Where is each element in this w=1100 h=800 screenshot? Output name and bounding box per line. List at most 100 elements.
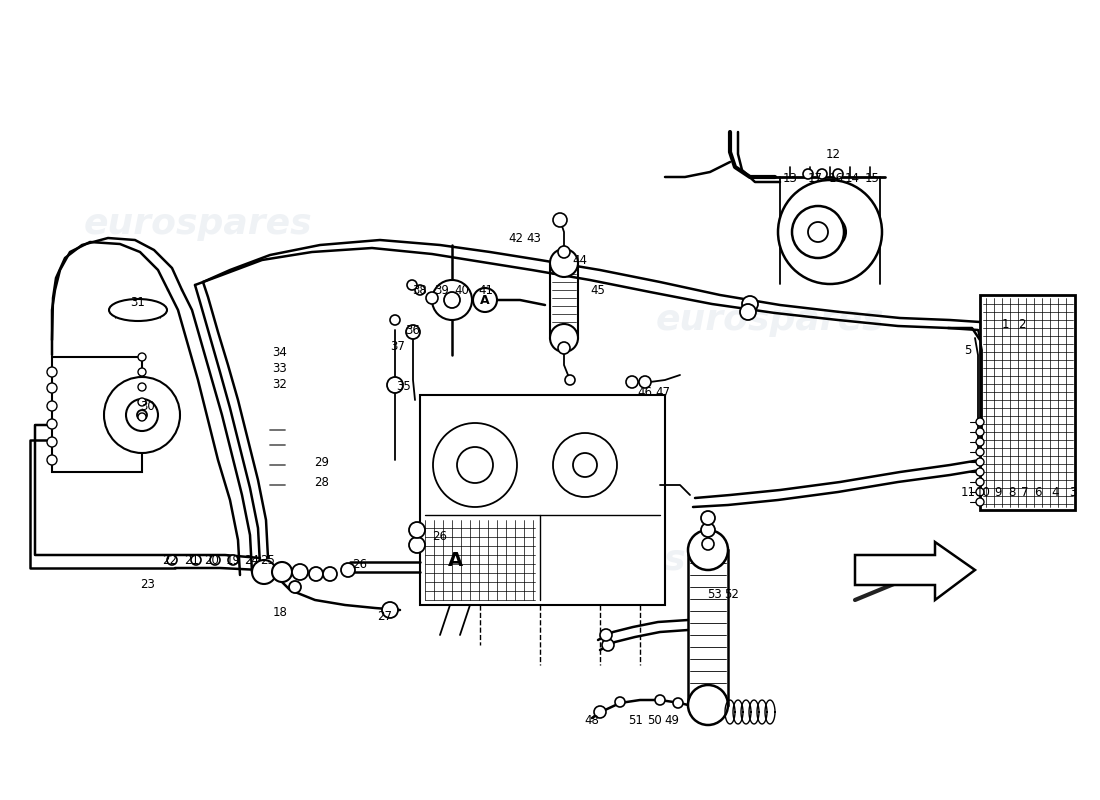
Circle shape (808, 222, 828, 242)
Circle shape (976, 428, 984, 436)
Bar (980, 295, 1075, 510)
Circle shape (594, 706, 606, 718)
Text: 21: 21 (185, 554, 199, 566)
Circle shape (473, 288, 497, 312)
Text: eurospares: eurospares (458, 543, 686, 577)
Bar (420, 395, 666, 605)
Circle shape (167, 555, 177, 565)
Circle shape (976, 488, 984, 496)
Text: 11: 11 (960, 486, 976, 499)
Text: 28: 28 (315, 475, 329, 489)
Circle shape (47, 437, 57, 447)
Text: 35: 35 (397, 381, 411, 394)
Text: 48: 48 (584, 714, 600, 726)
Polygon shape (855, 542, 975, 600)
Circle shape (104, 377, 180, 453)
Circle shape (456, 447, 493, 483)
Circle shape (323, 567, 337, 581)
Circle shape (688, 685, 728, 725)
Text: 13: 13 (782, 171, 797, 185)
Circle shape (138, 410, 147, 420)
Circle shape (407, 280, 417, 290)
Circle shape (406, 325, 420, 339)
Circle shape (47, 455, 57, 465)
Circle shape (817, 169, 827, 179)
Text: 36: 36 (406, 323, 420, 337)
Circle shape (47, 419, 57, 429)
Circle shape (252, 560, 276, 584)
Circle shape (210, 555, 220, 565)
Text: 12: 12 (825, 149, 840, 162)
Circle shape (824, 226, 836, 238)
Text: A: A (481, 294, 490, 306)
Circle shape (390, 315, 400, 325)
Text: 9: 9 (994, 486, 1002, 499)
Text: 44: 44 (572, 254, 587, 266)
Text: 42: 42 (508, 231, 524, 245)
Ellipse shape (109, 299, 167, 321)
Text: 37: 37 (390, 341, 406, 354)
Text: 4: 4 (1052, 486, 1058, 499)
Text: 17: 17 (807, 171, 823, 185)
Text: 29: 29 (315, 455, 330, 469)
Circle shape (558, 246, 570, 258)
Circle shape (702, 538, 714, 550)
Text: 46: 46 (638, 386, 652, 398)
Circle shape (654, 695, 666, 705)
Circle shape (553, 213, 566, 227)
Text: 14: 14 (845, 171, 859, 185)
Text: 32: 32 (273, 378, 287, 391)
Text: 15: 15 (865, 171, 879, 185)
Circle shape (341, 563, 355, 577)
Bar (550, 263, 578, 338)
Text: 19: 19 (226, 554, 241, 566)
Text: 8: 8 (1009, 486, 1015, 499)
Text: 27: 27 (377, 610, 393, 623)
Circle shape (432, 280, 472, 320)
Circle shape (553, 433, 617, 497)
Text: 39: 39 (434, 283, 450, 297)
Text: 23: 23 (141, 578, 155, 591)
Bar (688, 550, 728, 705)
Circle shape (138, 368, 146, 376)
Text: 53: 53 (706, 589, 722, 602)
Text: 31: 31 (131, 295, 145, 309)
Text: 5: 5 (965, 343, 971, 357)
Text: 22: 22 (163, 554, 177, 566)
Circle shape (409, 537, 425, 553)
Text: 34: 34 (273, 346, 287, 359)
Circle shape (814, 216, 846, 248)
Circle shape (573, 453, 597, 477)
Circle shape (289, 581, 301, 593)
Circle shape (976, 498, 984, 506)
Circle shape (615, 697, 625, 707)
Text: 2: 2 (1019, 318, 1025, 331)
Circle shape (47, 401, 57, 411)
Text: 45: 45 (591, 283, 605, 297)
Circle shape (565, 375, 575, 385)
Circle shape (415, 285, 425, 295)
Circle shape (600, 629, 612, 641)
Text: 25: 25 (261, 554, 275, 566)
Bar (52, 357, 142, 472)
Text: 10: 10 (976, 486, 990, 499)
Text: 40: 40 (454, 283, 470, 297)
Circle shape (792, 206, 844, 258)
Circle shape (778, 180, 882, 284)
Text: 7: 7 (1021, 486, 1028, 499)
Text: 49: 49 (664, 714, 680, 726)
Circle shape (126, 399, 158, 431)
Circle shape (701, 523, 715, 537)
Circle shape (47, 367, 57, 377)
Circle shape (426, 292, 438, 304)
Text: 47: 47 (656, 386, 671, 398)
Text: 43: 43 (527, 231, 541, 245)
Circle shape (976, 478, 984, 486)
Circle shape (742, 296, 758, 312)
Text: 50: 50 (648, 714, 662, 726)
Circle shape (701, 511, 715, 525)
Circle shape (382, 602, 398, 618)
Text: 52: 52 (725, 589, 739, 602)
Circle shape (138, 398, 146, 406)
Circle shape (228, 555, 238, 565)
